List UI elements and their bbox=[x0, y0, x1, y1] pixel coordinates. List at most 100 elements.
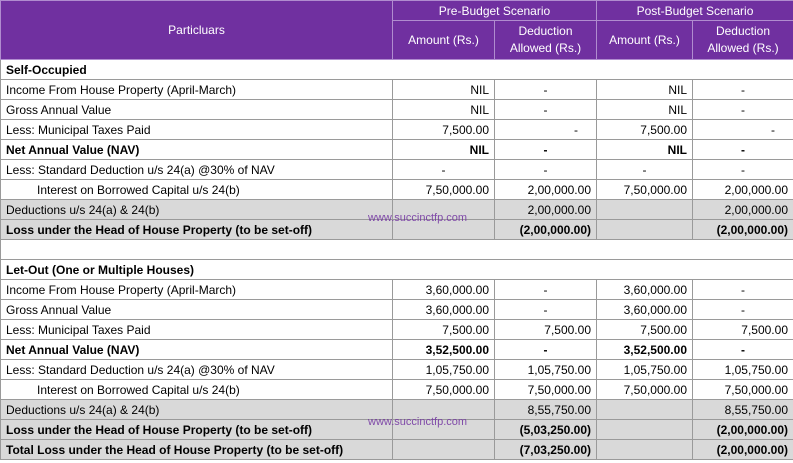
header-post-deduction: Deduction Allowed (Rs.) bbox=[692, 20, 793, 60]
pre-amount-cell bbox=[392, 219, 495, 240]
post-deduction-cell: (2,00,000.00) bbox=[692, 219, 793, 240]
table-row: Net Annual Value (NAV) NIL - NIL - bbox=[0, 139, 793, 160]
post-deduction-cell: - bbox=[692, 339, 793, 360]
pre-deduction-cell: - bbox=[494, 139, 597, 160]
row-label: Less: Municipal Taxes Paid bbox=[0, 119, 393, 140]
pre-amount-cell: 7,50,000.00 bbox=[392, 179, 495, 200]
pre-amount-cell: 3,52,500.00 bbox=[392, 339, 495, 360]
row-label: Gross Annual Value bbox=[0, 299, 393, 320]
pre-deduction-cell: 2,00,000.00 bbox=[494, 179, 597, 200]
table-row: Interest on Borrowed Capital u/s 24(b) 7… bbox=[0, 379, 793, 400]
pre-deduction-cell: - bbox=[494, 339, 597, 360]
deductions-row: Deductions u/s 24(a) & 24(b) 2,00,000.00… bbox=[0, 199, 793, 220]
post-deduction-cell: 1,05,750.00 bbox=[692, 359, 793, 380]
pre-amount-cell: 1,05,750.00 bbox=[392, 359, 495, 380]
pre-amount-cell: NIL bbox=[392, 79, 495, 100]
spacer-cell bbox=[0, 239, 793, 260]
row-label: Interest on Borrowed Capital u/s 24(b) bbox=[0, 179, 393, 200]
table-row: Gross Annual Value NIL - NIL - bbox=[0, 99, 793, 120]
section-title-self-occupied: Self-Occupied bbox=[0, 59, 793, 80]
row-label: Less: Municipal Taxes Paid bbox=[0, 319, 393, 340]
row-label: Income From House Property (April-March) bbox=[0, 279, 393, 300]
pre-deduction-cell: 8,55,750.00 bbox=[494, 399, 597, 420]
header-pre-budget: Pre-Budget Scenario bbox=[392, 0, 597, 21]
header-post-budget: Post-Budget Scenario bbox=[596, 0, 793, 21]
post-amount-cell: 1,05,750.00 bbox=[596, 359, 693, 380]
row-label: Less: Standard Deduction u/s 24(a) @30% … bbox=[0, 159, 393, 180]
table-row: Interest on Borrowed Capital u/s 24(b) 7… bbox=[0, 179, 793, 200]
post-amount-cell: - bbox=[596, 159, 693, 180]
row-label: Total Loss under the Head of House Prope… bbox=[0, 439, 393, 460]
pre-deduction-cell: - bbox=[494, 279, 597, 300]
table-row: Less: Standard Deduction u/s 24(a) @30% … bbox=[0, 359, 793, 380]
section-header-row: Self-Occupied bbox=[0, 59, 793, 80]
pre-amount-cell: 7,500.00 bbox=[392, 319, 495, 340]
pre-amount-cell: 7,50,000.00 bbox=[392, 379, 495, 400]
row-label: Loss under the Head of House Property (t… bbox=[0, 219, 393, 240]
pre-deduction-cell: (7,03,250.00) bbox=[494, 439, 597, 460]
pre-amount-cell bbox=[392, 439, 495, 460]
post-deduction-cell: 7,500.00 bbox=[692, 319, 793, 340]
post-deduction-cell: - bbox=[692, 119, 793, 140]
pre-deduction-cell: (2,00,000.00) bbox=[494, 219, 597, 240]
post-amount-cell: 3,60,000.00 bbox=[596, 299, 693, 320]
post-deduction-cell: - bbox=[692, 279, 793, 300]
pre-deduction-cell: - bbox=[494, 159, 597, 180]
pre-deduction-cell: - bbox=[494, 119, 597, 140]
post-amount-cell: 7,500.00 bbox=[596, 119, 693, 140]
post-deduction-cell: - bbox=[692, 139, 793, 160]
pre-deduction-cell: 2,00,000.00 bbox=[494, 199, 597, 220]
watermark-text: www.succinctfp.com bbox=[368, 416, 468, 428]
post-amount-cell: NIL bbox=[596, 99, 693, 120]
row-label: Net Annual Value (NAV) bbox=[0, 139, 393, 160]
section-title-let-out: Let-Out (One or Multiple Houses) bbox=[0, 259, 793, 280]
post-deduction-cell: - bbox=[692, 79, 793, 100]
section-header-row: Let-Out (One or Multiple Houses) bbox=[0, 259, 793, 280]
watermark-text: www.succinctfp.com bbox=[368, 212, 468, 224]
post-deduction-cell: - bbox=[692, 159, 793, 180]
post-amount-cell: 7,50,000.00 bbox=[596, 379, 693, 400]
total-loss-row: Total Loss under the Head of House Prope… bbox=[0, 439, 793, 460]
post-amount-cell: 7,50,000.00 bbox=[596, 179, 693, 200]
row-label: Gross Annual Value bbox=[0, 99, 393, 120]
post-deduction-cell: 8,55,750.00 bbox=[692, 399, 793, 420]
spacer-row bbox=[0, 239, 793, 260]
pre-amount-cell: NIL bbox=[392, 139, 495, 160]
pre-amount-cell: 3,60,000.00 bbox=[392, 299, 495, 320]
post-amount-cell bbox=[596, 439, 693, 460]
row-label: Interest on Borrowed Capital u/s 24(b) bbox=[0, 379, 393, 400]
post-deduction-cell: - bbox=[692, 99, 793, 120]
post-deduction-cell: (2,00,000.00) bbox=[692, 419, 793, 440]
pre-amount-cell: - bbox=[392, 159, 495, 180]
row-label: Deductions u/s 24(a) & 24(b) bbox=[0, 399, 393, 420]
row-label: Less: Standard Deduction u/s 24(a) @30% … bbox=[0, 359, 393, 380]
table-row: Income From House Property (April-March)… bbox=[0, 279, 793, 300]
pre-deduction-cell: 7,50,000.00 bbox=[494, 379, 597, 400]
post-deduction-cell: 2,00,000.00 bbox=[692, 199, 793, 220]
header-pre-amount: Amount (Rs.) bbox=[392, 20, 495, 60]
post-amount-cell: 3,60,000.00 bbox=[596, 279, 693, 300]
row-label: Deductions u/s 24(a) & 24(b) bbox=[0, 199, 393, 220]
post-amount-cell bbox=[596, 399, 693, 420]
post-deduction-cell: 7,50,000.00 bbox=[692, 379, 793, 400]
post-amount-cell bbox=[596, 199, 693, 220]
post-amount-cell bbox=[596, 219, 693, 240]
pre-deduction-cell: - bbox=[494, 299, 597, 320]
deductions-row: Deductions u/s 24(a) & 24(b) 8,55,750.00… bbox=[0, 399, 793, 420]
header-pre-deduction: Deduction Allowed (Rs.) bbox=[494, 20, 597, 60]
pre-deduction-cell: - bbox=[494, 79, 597, 100]
pre-amount-cell bbox=[392, 419, 495, 440]
loss-row: Loss under the Head of House Property (t… bbox=[0, 219, 793, 240]
post-amount-cell: 7,500.00 bbox=[596, 319, 693, 340]
post-deduction-cell: - bbox=[692, 299, 793, 320]
row-label: Income From House Property (April-March) bbox=[0, 79, 393, 100]
post-amount-cell: 3,52,500.00 bbox=[596, 339, 693, 360]
post-deduction-cell: (2,00,000.00) bbox=[692, 439, 793, 460]
pre-amount-cell: 3,60,000.00 bbox=[392, 279, 495, 300]
post-amount-cell: NIL bbox=[596, 79, 693, 100]
pre-amount-cell: 7,500.00 bbox=[392, 119, 495, 140]
header-post-amount: Amount (Rs.) bbox=[596, 20, 693, 60]
row-label: Net Annual Value (NAV) bbox=[0, 339, 393, 360]
